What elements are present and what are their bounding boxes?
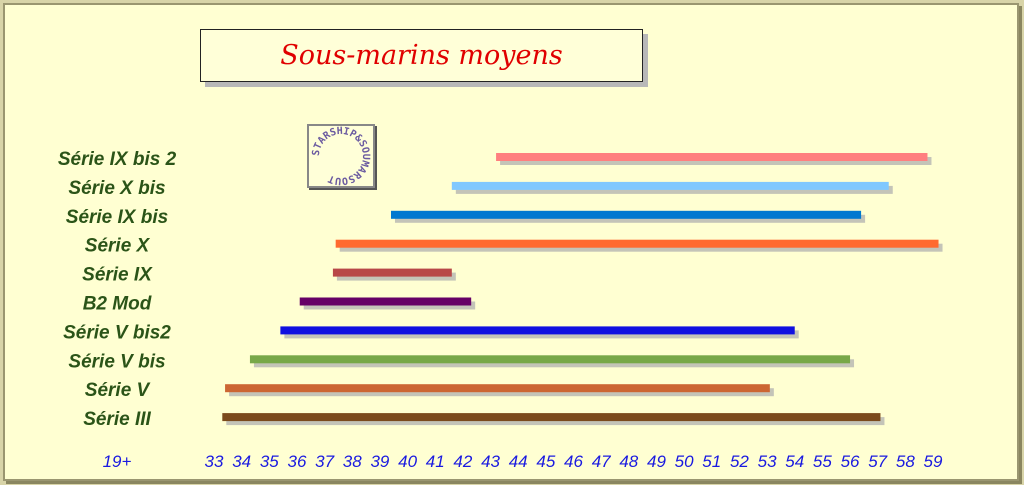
series-label: Série X bbox=[85, 236, 151, 257]
x-tick-label: 53 bbox=[758, 452, 777, 471]
x-tick-label: 48 bbox=[619, 452, 638, 471]
x-tick-label: 45 bbox=[536, 452, 555, 471]
bar-7 bbox=[249, 355, 851, 364]
x-tick-label: 55 bbox=[813, 452, 832, 471]
x-tick-label: 38 bbox=[343, 452, 362, 471]
series-label: Série V bbox=[85, 380, 151, 401]
x-tick-label: 35 bbox=[260, 452, 279, 471]
series-label: Série III bbox=[83, 409, 151, 430]
bar-3 bbox=[335, 239, 939, 248]
bar-0 bbox=[496, 153, 928, 161]
x-tick-label: 41 bbox=[426, 452, 445, 471]
bar-9 bbox=[222, 413, 881, 422]
bar-2 bbox=[390, 210, 862, 219]
x-tick-label: 47 bbox=[592, 452, 611, 471]
x-tick-label: 52 bbox=[730, 452, 749, 471]
series-label: B2 Mod bbox=[83, 294, 152, 315]
x-tick-label: 42 bbox=[453, 452, 472, 471]
x-tick-label: 54 bbox=[785, 452, 804, 471]
x-tick-label: 50 bbox=[675, 452, 694, 471]
logo-image: STARSHIP&SOUMARSOUT bbox=[307, 124, 375, 188]
x-tick-label: 43 bbox=[481, 452, 500, 471]
x-tick-label: 57 bbox=[868, 452, 887, 471]
x-tick-label: 33 bbox=[205, 452, 224, 471]
bar-4 bbox=[332, 268, 452, 277]
chart-title: Sous-marins moyens bbox=[280, 40, 563, 71]
bar-1 bbox=[451, 181, 889, 190]
bar-8 bbox=[225, 384, 770, 393]
x-tick-label: 36 bbox=[288, 452, 307, 471]
x-tick-label: 51 bbox=[702, 452, 721, 471]
x-tick-label: 19+ bbox=[103, 452, 132, 471]
series-label: Série IX bis bbox=[66, 207, 168, 228]
series-label: Série X bis bbox=[68, 178, 165, 199]
x-tick-label: 37 bbox=[315, 452, 334, 471]
title-box: Sous-marins moyens bbox=[200, 29, 643, 82]
x-tick-label: 49 bbox=[647, 452, 666, 471]
x-tick-label: 44 bbox=[509, 452, 528, 471]
x-tick-label: 40 bbox=[398, 452, 417, 471]
series-label: Série V bis bbox=[68, 351, 165, 372]
bar-5 bbox=[299, 297, 472, 306]
series-label: Série V bis2 bbox=[63, 322, 171, 343]
x-tick-label: 56 bbox=[841, 452, 860, 471]
logo-ring-icon: STARSHIP&SOUMARSOUT bbox=[311, 126, 371, 186]
x-tick-label: 39 bbox=[370, 452, 389, 471]
x-tick-label: 34 bbox=[232, 452, 251, 471]
x-tick-label: 46 bbox=[564, 452, 583, 471]
series-label: Série IX bbox=[82, 265, 153, 286]
bar-6 bbox=[280, 326, 795, 335]
x-tick-label: 58 bbox=[896, 452, 915, 471]
x-tick-label: 59 bbox=[924, 452, 943, 471]
series-label: Série IX bis 2 bbox=[58, 149, 177, 170]
